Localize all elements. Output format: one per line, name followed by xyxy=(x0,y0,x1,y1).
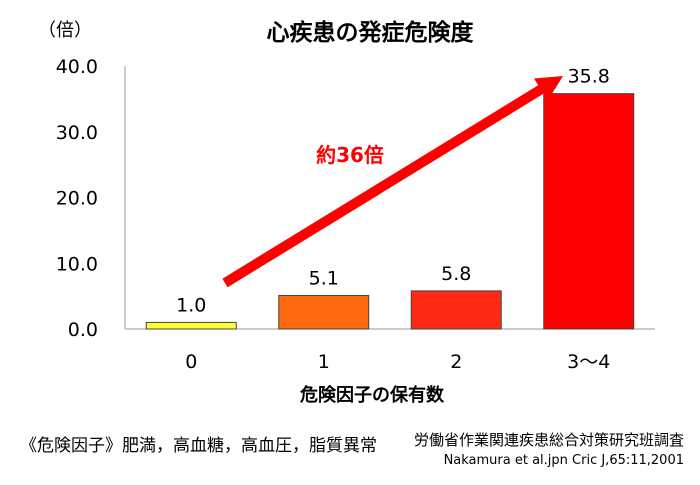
y-tick-label: 30.0 xyxy=(56,122,98,144)
bar xyxy=(145,321,237,330)
risk-factors-note: 《危険因子》肥満，高血糖，高血圧，脂質異常 xyxy=(20,436,377,456)
x-axis-ticks: 0 1 2 3～4 xyxy=(185,351,610,373)
chart-title: 心疾患の発症危険度 xyxy=(267,19,475,46)
y-tick-label: 40.0 xyxy=(56,56,98,78)
y-tick-label: 0.0 xyxy=(68,319,98,341)
bar-value-label: 5.1 xyxy=(309,267,339,289)
bar xyxy=(410,290,502,330)
trend-arrow xyxy=(222,76,563,288)
source-note: 労働省作業関連疾患総合対策研究班調査 Nakamura et al.jpn Cr… xyxy=(414,429,684,468)
risk-chart: 心疾患の発症危険度 （倍） 0.0 10.0 20.0 30.0 40.0 1.0 5.1… xyxy=(38,19,655,406)
x-tick-label: 0 xyxy=(185,351,197,373)
bar xyxy=(278,294,370,330)
x-tick-label: 2 xyxy=(450,351,462,373)
y-tick-label: 10.0 xyxy=(56,253,98,275)
y-tick-label: 20.0 xyxy=(56,188,98,210)
y-axis-unit-label: （倍） xyxy=(38,20,92,41)
y-axis-ticks: 0.0 10.0 20.0 30.0 40.0 xyxy=(56,56,98,341)
value-labels-group: 1.0 5.1 5.8 35.8 xyxy=(176,66,610,317)
bar-value-label: 35.8 xyxy=(568,66,610,88)
bar-value-label: 5.8 xyxy=(441,263,471,285)
annotation-label: 約36倍 xyxy=(316,143,384,167)
source-organization: 労働省作業関連疾患総合対策研究班調査 xyxy=(413,431,684,449)
bar xyxy=(543,93,635,330)
x-axis-title: 危険因子の保有数 xyxy=(299,384,445,406)
bars-group xyxy=(145,93,635,330)
source-reference: Nakamura et al.jpn Cric J,65:11,2001 xyxy=(443,453,684,468)
bar-value-label: 1.0 xyxy=(176,294,206,316)
x-tick-label: 3～4 xyxy=(567,351,610,373)
x-tick-label: 1 xyxy=(318,351,330,373)
